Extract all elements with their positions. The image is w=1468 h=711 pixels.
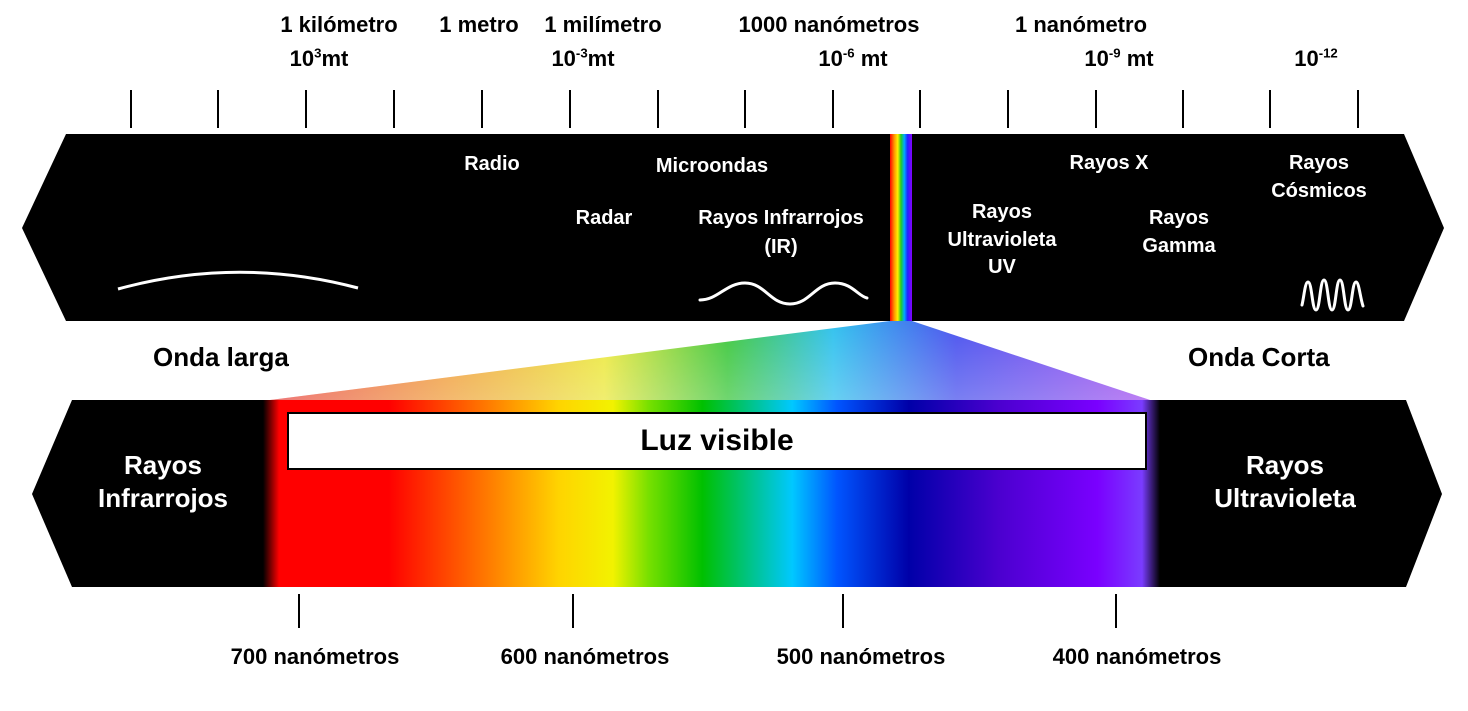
short-wave-icon xyxy=(1300,278,1365,312)
short-wave-label: Onda Corta xyxy=(1188,342,1330,372)
wavelength-500: 500 nanómetros xyxy=(776,644,946,669)
scale-label-kilometer: 1 kilómetro xyxy=(280,12,398,37)
scale-label-meter: 1 metro xyxy=(439,12,519,37)
scale-exp-1000nm: 10-6 mt xyxy=(818,45,888,71)
spectrum-band xyxy=(22,134,1444,321)
band-ultraviolet: Rayos Ultravioleta UV xyxy=(947,201,1057,279)
band-cosmic: Rayos Cósmicos xyxy=(1271,152,1367,202)
long-wave-label: Onda larga xyxy=(153,342,289,372)
scale-exp-kilometer: 103mt xyxy=(289,45,349,71)
scale-exp-picometer: 10-12 xyxy=(1294,45,1338,71)
wavelength-700: 700 nanómetros xyxy=(230,644,400,669)
long-wave-icon xyxy=(117,270,359,291)
scale-label-1000nm: 1000 nanómetros xyxy=(738,12,920,37)
wavelength-400: 400 nanómetros xyxy=(1052,644,1222,669)
band-radar: Radar xyxy=(575,207,633,229)
top-scale-ticks xyxy=(130,90,1359,128)
visible-left-infrared: Rayos Infrarrojos xyxy=(97,450,229,513)
visible-right-ultraviolet: Rayos Ultravioleta xyxy=(1214,450,1356,513)
band-gamma: Rayos Gamma xyxy=(1142,207,1216,257)
medium-wave-icon xyxy=(698,281,869,306)
wavelength-ticks xyxy=(298,594,1117,628)
band-infrared: Rayos Infrarrojos (IR) xyxy=(698,207,864,258)
band-xray: Rayos X xyxy=(1069,152,1149,174)
scale-exp-nanometer: 10-9 mt xyxy=(1084,45,1154,71)
band-microwaves: Microondas xyxy=(655,155,769,177)
scale-exp-millimeter: 10-3mt xyxy=(551,45,615,71)
scale-label-nanometer: 1 nanómetro xyxy=(1014,12,1148,37)
scale-label-millimeter: 1 milímetro xyxy=(544,12,662,37)
visible-light-title: Luz visible xyxy=(287,412,1147,470)
band-radio: Radio xyxy=(464,153,520,175)
visible-slice xyxy=(890,134,912,321)
wavelength-600: 600 nanómetros xyxy=(500,644,670,669)
